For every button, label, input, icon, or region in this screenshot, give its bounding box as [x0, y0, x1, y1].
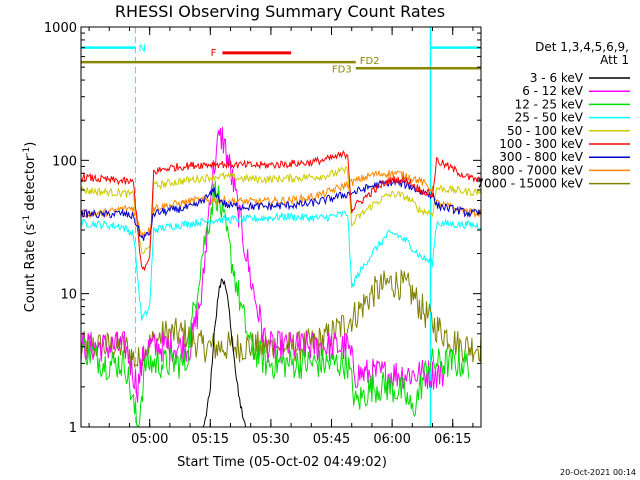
series-line-6 — [80, 150, 482, 272]
plot-frame — [80, 26, 482, 428]
y-axis-label: Count Rate (s-1 detector-1) — [22, 142, 38, 313]
flag-label: F — [211, 48, 217, 59]
series-line-7 — [80, 178, 481, 241]
timestamp: 20-Oct-2021 00:14 — [560, 468, 636, 477]
legend-label: 3 - 6 keV — [530, 71, 584, 85]
series-line-3 — [80, 180, 470, 428]
series-line-5 — [80, 166, 482, 255]
chart-title: RHESSI Observing Summary Count Rates — [115, 2, 445, 21]
legend-label: 800 - 7000 keV — [492, 163, 584, 177]
legend-header-line1: Det 1,3,4,5,6,9, — [535, 40, 629, 54]
y-tick-label: 100 — [52, 154, 77, 169]
axis-ticks: 05:00 05:15 05:30 05:45 06:00 06:15 1 10 100 1000 — [44, 21, 481, 447]
y-tick-label: 1 — [69, 421, 77, 436]
legend-label: 100 - 300 keV — [499, 137, 583, 151]
series-line-2 — [80, 126, 446, 403]
flag-label: FD3 — [332, 64, 352, 75]
y-tick-label: 10 — [60, 288, 77, 303]
x-tick-label: 05:15 — [192, 432, 229, 447]
legend-label: 7000 - 15000 keV — [476, 177, 583, 191]
flag-markers: N F FD2 FD3 — [81, 27, 482, 427]
legend-label: 50 - 100 keV — [507, 124, 584, 138]
legend-label: 25 - 50 keV — [515, 111, 584, 125]
legend-header-line2: Att 1 — [600, 53, 629, 67]
flag-label: FD2 — [360, 56, 380, 67]
x-tick-label: 05:30 — [252, 432, 289, 447]
x-tick-label: 06:15 — [434, 432, 471, 447]
series-line-8 — [80, 169, 482, 238]
series-line-4 — [80, 210, 482, 321]
legend-label: 300 - 800 keV — [499, 150, 583, 164]
series-line-1 — [202, 278, 247, 428]
attenuator-state-label: N — [139, 44, 146, 55]
legend-label: 12 - 25 keV — [515, 97, 584, 111]
x-tick-label: 05:00 — [131, 432, 168, 447]
x-tick-label: 06:00 — [373, 432, 410, 447]
series-layer — [80, 126, 482, 428]
y-tick-label: 1000 — [44, 21, 77, 36]
x-tick-label: 05:45 — [313, 432, 350, 447]
x-axis-label: Start Time (05-Oct-02 04:49:02) — [177, 455, 387, 470]
legend-label: 6 - 12 keV — [522, 84, 584, 98]
